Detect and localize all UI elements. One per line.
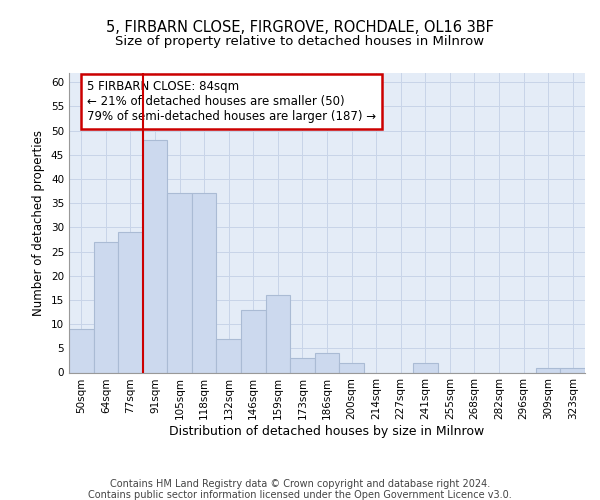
Bar <box>94 242 118 372</box>
Bar <box>536 368 560 372</box>
Bar <box>290 358 315 372</box>
Bar <box>143 140 167 372</box>
X-axis label: Distribution of detached houses by size in Milnrow: Distribution of detached houses by size … <box>169 425 485 438</box>
Bar <box>315 353 339 372</box>
Bar <box>413 363 437 372</box>
Bar <box>118 232 143 372</box>
Text: Size of property relative to detached houses in Milnrow: Size of property relative to detached ho… <box>115 35 485 48</box>
Y-axis label: Number of detached properties: Number of detached properties <box>32 130 46 316</box>
Bar <box>69 329 94 372</box>
Text: 5, FIRBARN CLOSE, FIRGROVE, ROCHDALE, OL16 3BF: 5, FIRBARN CLOSE, FIRGROVE, ROCHDALE, OL… <box>106 20 494 35</box>
Bar <box>217 338 241 372</box>
Text: Contains public sector information licensed under the Open Government Licence v3: Contains public sector information licen… <box>88 490 512 500</box>
Text: Contains HM Land Registry data © Crown copyright and database right 2024.: Contains HM Land Registry data © Crown c… <box>110 479 490 489</box>
Bar <box>167 194 192 372</box>
Bar <box>560 368 585 372</box>
Bar <box>241 310 266 372</box>
Text: 5 FIRBARN CLOSE: 84sqm
← 21% of detached houses are smaller (50)
79% of semi-det: 5 FIRBARN CLOSE: 84sqm ← 21% of detached… <box>87 80 376 123</box>
Bar <box>266 295 290 372</box>
Bar <box>192 194 217 372</box>
Bar <box>339 363 364 372</box>
